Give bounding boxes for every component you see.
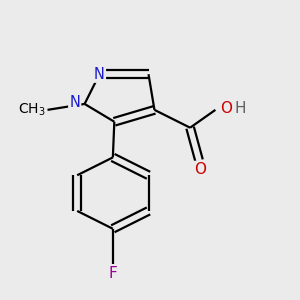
Text: F: F xyxy=(109,266,117,281)
Text: N: N xyxy=(69,95,80,110)
Text: N: N xyxy=(94,67,105,82)
Text: H: H xyxy=(235,101,246,116)
Text: CH$_3$: CH$_3$ xyxy=(18,102,46,118)
Text: O: O xyxy=(194,162,206,177)
Text: O: O xyxy=(220,101,232,116)
